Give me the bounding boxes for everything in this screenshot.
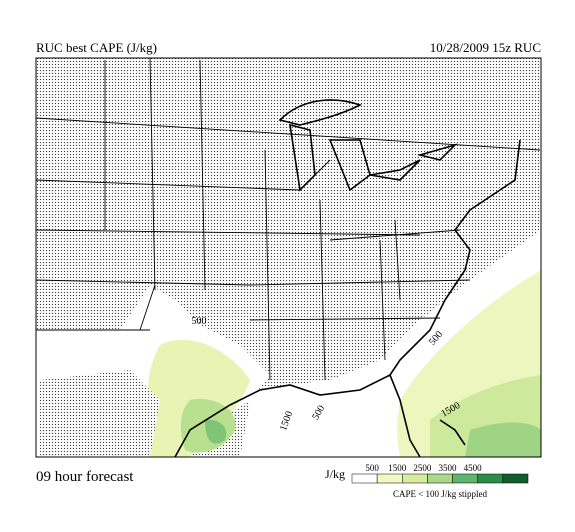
legend-tick-label: 1500 bbox=[388, 463, 407, 473]
legend-swatch bbox=[402, 473, 428, 484]
forecast-label: 09 hour forecast bbox=[36, 469, 134, 485]
legend-swatch bbox=[376, 473, 403, 484]
contour-label: 500 bbox=[192, 316, 207, 327]
legend-swatch bbox=[351, 473, 378, 484]
map-frame bbox=[35, 57, 542, 458]
map bbox=[36, 58, 541, 457]
legend-note: CAPE < 100 J/kg stippled bbox=[393, 489, 488, 499]
valid-time: 10/28/2009 15z RUC bbox=[430, 40, 541, 55]
legend-swatch bbox=[427, 473, 453, 484]
title: RUC best CAPE (J/kg) bbox=[36, 40, 157, 55]
legend-tick-label: 500 bbox=[365, 463, 379, 473]
legend-tick-label: 2500 bbox=[413, 463, 432, 473]
legend-swatch bbox=[452, 473, 478, 484]
legend-tick-label: 3500 bbox=[439, 463, 458, 473]
legend-unit: J/kg bbox=[325, 467, 345, 481]
legend-swatch bbox=[477, 473, 504, 484]
legend-tick-label: 4500 bbox=[464, 463, 483, 473]
legend-swatch bbox=[502, 473, 529, 484]
legend: 500 1500 2500 3500 4500 bbox=[351, 463, 529, 484]
